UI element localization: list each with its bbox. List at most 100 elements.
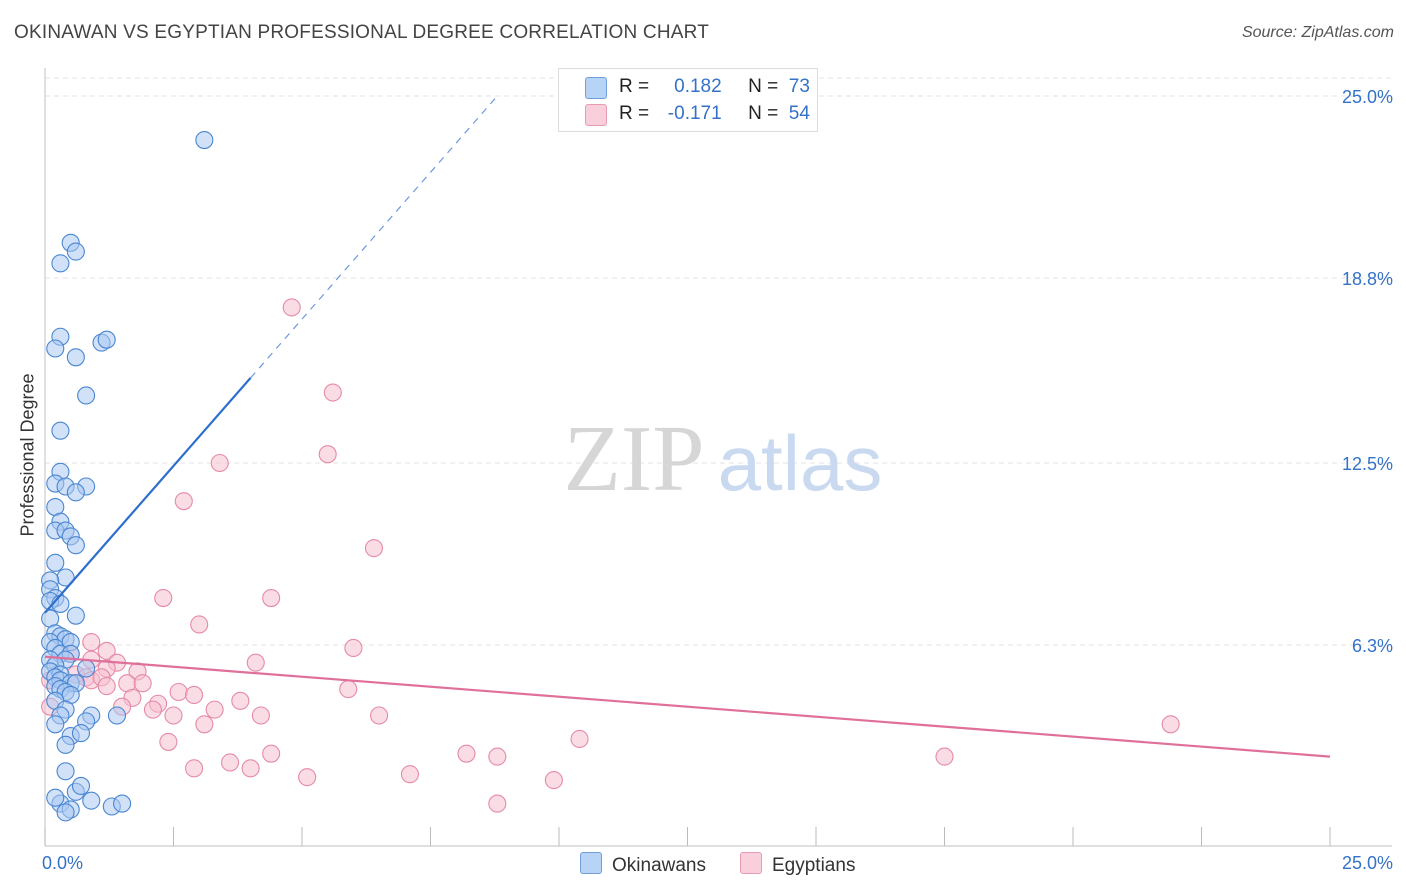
egyptian-point: [318, 445, 337, 464]
egyptian-point: [246, 653, 265, 672]
egyptian-point: [262, 589, 281, 608]
egyptians-legend-label: Egyptians: [772, 855, 856, 876]
okinawans-swatch: [585, 77, 607, 99]
egyptian-point: [282, 298, 301, 317]
egyptian-point: [220, 753, 240, 772]
watermark-atlas: atlas: [718, 419, 883, 507]
r-label: R =: [619, 76, 650, 97]
okinawans-trend-extension: [250, 95, 498, 379]
okinawan-point: [66, 536, 85, 555]
egyptian-point: [370, 706, 389, 725]
legend-egyptians[interactable]: Egyptians: [740, 852, 855, 878]
okinawan-point: [82, 791, 101, 810]
okinawan-point: [66, 606, 85, 625]
okinawan-point: [46, 715, 65, 734]
okinawans-points: [41, 130, 214, 822]
egyptian-point: [1161, 715, 1180, 734]
egyptian-point: [339, 680, 358, 699]
egyptian-point: [488, 747, 507, 766]
egyptian-point: [344, 638, 363, 658]
source-label: Source: ZipAtlas.com: [1241, 24, 1394, 41]
okinawan-point: [195, 130, 214, 150]
legend-okinawans[interactable]: Okinawans: [580, 852, 706, 878]
okinawan-point: [113, 794, 132, 813]
egyptian-point: [935, 747, 954, 766]
okinawan-point: [71, 724, 91, 743]
okinawans-legend-swatch: [580, 852, 602, 874]
okinawan-point: [51, 254, 70, 273]
egyptian-point: [133, 674, 152, 693]
egyptian-point: [82, 633, 101, 652]
n-label: N =: [748, 103, 779, 124]
egyptian-point: [231, 691, 250, 710]
okinawan-point: [46, 788, 65, 807]
n-label: N =: [748, 76, 779, 97]
egyptian-point: [488, 794, 507, 813]
egyptians-points: [41, 298, 1180, 813]
egyptians-swatch: [585, 104, 607, 126]
okinawans-stats: R = 0.182 N = 73: [619, 76, 810, 100]
okinawan-point: [107, 706, 127, 725]
okinawans-legend-label: Okinawans: [612, 855, 706, 876]
watermark: ZIP atlas: [564, 407, 883, 511]
y-tick-label: 18.8%: [1342, 269, 1393, 289]
chart-title: OKINAWAN VS EGYPTIAN PROFESSIONAL DEGREE…: [14, 22, 710, 43]
r-value: -0.171: [667, 103, 722, 124]
y-tick-label: 25.0%: [1342, 87, 1393, 107]
egyptian-point: [164, 706, 183, 725]
okinawans-trend-line: [44, 377, 252, 614]
egyptian-point: [97, 677, 116, 696]
okinawan-point: [66, 242, 85, 261]
egyptian-point: [544, 771, 563, 790]
egyptian-point: [185, 759, 204, 778]
y-tick-label: 12.5%: [1342, 454, 1393, 474]
okinawan-point: [51, 594, 70, 613]
okinawan-point: [46, 553, 65, 572]
okinawan-point: [77, 659, 96, 678]
y-tick-label: 6.3%: [1352, 636, 1393, 656]
egyptian-point: [323, 383, 342, 402]
tick-labels: 6.3% 12.5% 18.8% 25.0% 0.0% 25.0%: [42, 87, 1393, 873]
egyptian-point: [154, 589, 173, 608]
r-label: R =: [619, 103, 650, 124]
watermark-zip: ZIP: [564, 407, 705, 511]
egyptian-point: [400, 765, 419, 784]
egyptian-point: [241, 759, 260, 778]
okinawan-point: [56, 735, 75, 754]
axes: [44, 68, 1392, 847]
okinawan-point: [97, 330, 116, 349]
trend-lines: [44, 95, 1331, 758]
egyptian-point: [251, 706, 270, 725]
okinawan-point: [66, 483, 85, 502]
egyptian-point: [174, 492, 193, 511]
egyptians-legend-swatch: [740, 852, 762, 874]
r-value: 0.182: [674, 76, 722, 97]
egyptian-point: [143, 700, 162, 719]
egyptian-point: [205, 700, 224, 719]
x-tick-label: 25.0%: [1342, 853, 1393, 873]
egyptian-point: [97, 641, 116, 660]
egyptian-point: [457, 744, 476, 763]
egyptians-trend-line: [44, 655, 1331, 758]
okinawan-point: [46, 339, 65, 358]
okinawan-point: [77, 386, 96, 405]
okinawan-point: [66, 348, 85, 367]
okinawan-point: [56, 803, 75, 822]
okinawan-point: [56, 762, 75, 781]
okinawan-point: [71, 776, 91, 796]
okinawan-point: [51, 421, 70, 440]
correlation-legend: R = 0.182 N = 73 R = -0.171 N = 54: [558, 68, 818, 132]
egyptian-point: [364, 539, 384, 558]
egyptian-point: [190, 615, 209, 634]
x-tick-label: 0.0%: [42, 853, 83, 873]
n-value: 73: [788, 76, 810, 97]
egyptian-point: [169, 682, 188, 702]
egyptian-point: [210, 453, 229, 473]
egyptian-point: [195, 715, 214, 734]
egyptian-point: [570, 729, 589, 749]
n-value: 54: [788, 103, 810, 124]
egyptian-point: [262, 744, 281, 763]
egyptian-point: [298, 768, 317, 787]
egyptian-point: [159, 732, 178, 751]
